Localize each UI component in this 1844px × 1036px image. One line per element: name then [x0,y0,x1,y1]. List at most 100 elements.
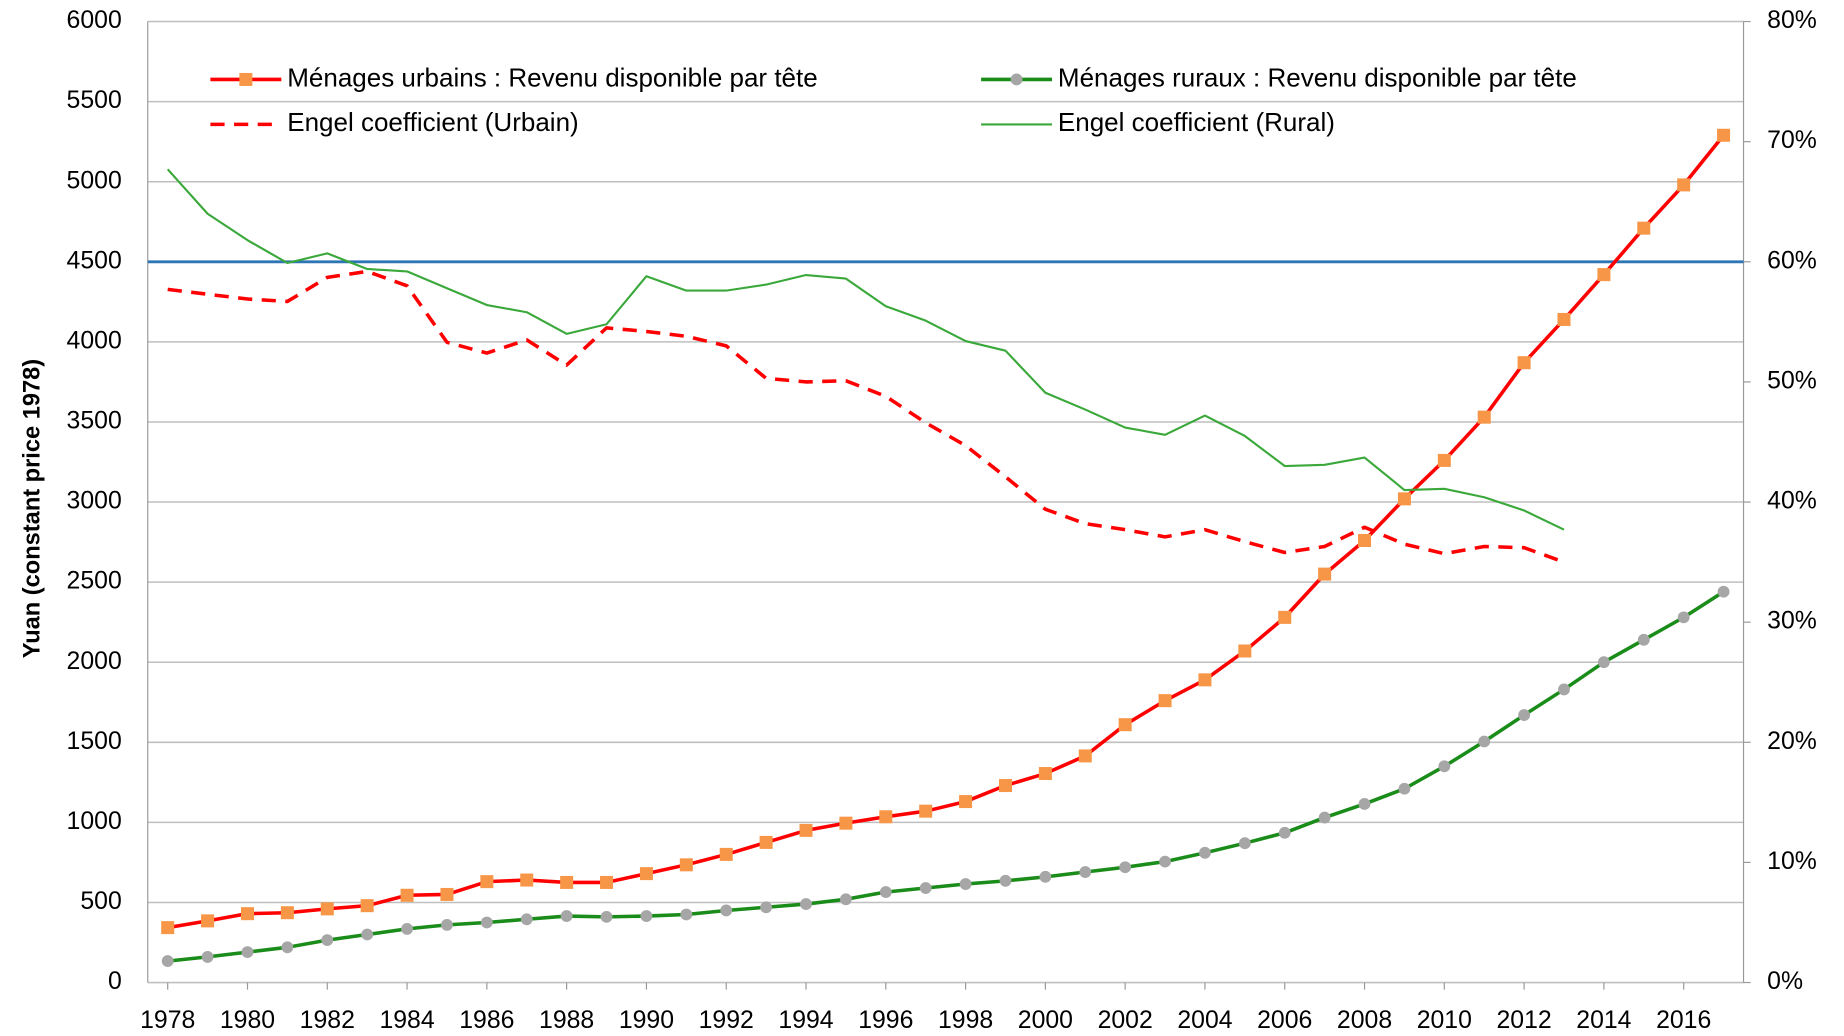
point [799,823,813,837]
legend-label: Ménages ruraux : Revenu disponible par t… [1058,62,1577,92]
x-tick-label: 2012 [1497,1007,1552,1034]
y-tick-label: 2500 [67,568,122,595]
legend-label: Engel coefficient (Rural) [1058,107,1335,137]
point [639,867,653,881]
point [1318,567,1332,581]
point [1079,866,1092,878]
x-tick-label: 2004 [1177,1007,1232,1034]
point [999,874,1012,887]
point [560,910,573,922]
point [1437,453,1451,467]
y-tick-label: 5000 [67,167,122,194]
point [839,893,852,906]
y2-tick-label: 60% [1767,247,1817,274]
y2-tick-label: 30% [1767,608,1817,635]
point [1238,837,1251,850]
point [241,946,254,959]
point [1677,611,1690,624]
x-tick-label: 2002 [1098,1007,1153,1034]
y-tick-label: 4500 [67,247,122,274]
point [520,873,534,887]
point [719,847,733,861]
x-tick-label: 1992 [699,1007,754,1034]
point [1478,735,1491,748]
point [480,875,494,889]
point [959,795,973,809]
point [919,882,932,894]
y-axis-label: Yuan (constant price 1978) [19,359,45,658]
point [520,913,533,926]
legend-bg [205,105,915,144]
legend-bg [205,60,915,99]
point [1158,694,1172,708]
point [240,907,254,921]
point [1358,533,1372,547]
point [201,914,215,928]
point [839,816,853,830]
x-tick-label: 1982 [300,1007,355,1034]
legend-marker [239,72,253,86]
point [1318,811,1331,824]
point [1038,767,1052,781]
legend-label: Ménages urbains : Revenu disponible par … [287,62,817,92]
point [879,886,892,898]
point [640,910,653,922]
legend-bg [976,60,1686,99]
point [1717,128,1731,142]
point [919,804,933,818]
point [1557,312,1571,326]
point [280,906,294,920]
point [361,928,374,941]
x-tick-label: 2014 [1576,1007,1631,1034]
point [560,875,574,889]
y-tick-label: 0 [108,968,122,995]
x-tick-label: 1986 [459,1007,514,1034]
point [401,922,413,935]
x-tick-label: 2016 [1656,1007,1711,1034]
x-tick-label: 2000 [1018,1007,1073,1034]
x-tick-label: 1994 [778,1007,833,1034]
point [1597,656,1610,669]
x-tick-label: 1978 [140,1007,195,1034]
point [1637,633,1650,646]
x-tick-label: 2010 [1417,1007,1472,1034]
point [1118,718,1132,732]
x-tick-label: 1980 [220,1007,275,1034]
y2-tick-label: 50% [1767,367,1817,394]
point [600,875,614,889]
y-tick-label: 1500 [67,728,122,755]
point [1397,492,1411,506]
point [1198,673,1212,687]
point [879,810,893,824]
point [440,887,454,901]
point [320,902,334,916]
point [759,835,773,849]
point [1278,826,1291,839]
point [161,921,175,935]
y-tick-label: 1000 [67,808,122,835]
legend-bg [976,105,1686,144]
legend-marker [1010,73,1023,86]
point [1119,861,1132,874]
point [680,908,693,921]
y-tick-label: 6000 [67,7,122,34]
point [441,918,453,931]
x-tick-label: 2008 [1337,1007,1392,1034]
x-tick-label: 1996 [858,1007,913,1034]
point [998,779,1012,793]
point [1199,846,1211,859]
point [720,904,733,917]
y2-tick-label: 0% [1767,968,1803,995]
point [360,899,374,913]
x-tick-label: 1990 [619,1007,674,1034]
y-tick-label: 4000 [67,327,122,354]
point [1078,749,1092,763]
point [1238,644,1252,658]
point [1477,410,1491,424]
series-line [167,269,1565,564]
point [1398,782,1411,795]
point [400,888,414,902]
x-tick-label: 1988 [539,1007,594,1034]
point [1517,356,1531,370]
